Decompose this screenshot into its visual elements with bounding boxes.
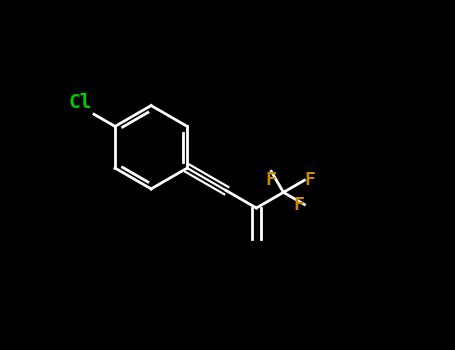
Text: F: F — [304, 171, 315, 189]
Text: F: F — [266, 171, 277, 189]
Text: Cl: Cl — [69, 93, 92, 112]
Text: F: F — [293, 196, 304, 213]
